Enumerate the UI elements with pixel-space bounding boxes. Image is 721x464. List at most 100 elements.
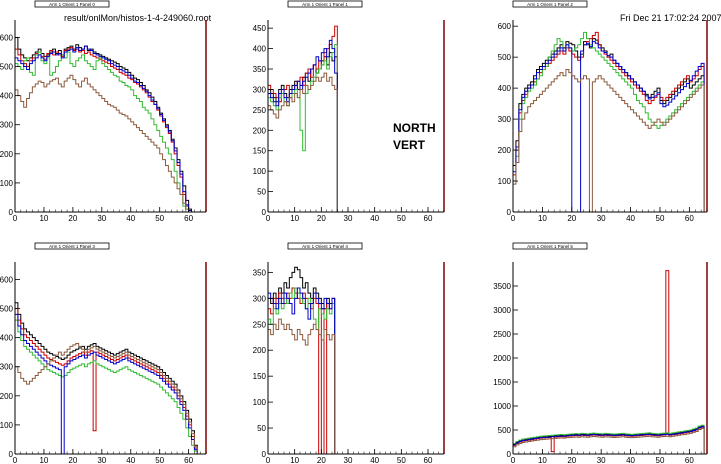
panel-title: Arm 1 Orient 1 Panel 3 [49,244,95,249]
panel-title-box [34,242,110,250]
panel-4: Arm 1 Orient 1 Panel 4 0 10 20 30 40 50 60 0 50 10… [253,242,445,464]
x-tick-label: 10 [538,214,547,223]
x-tick-label: 40 [626,214,635,223]
series-brown [512,69,707,213]
y-tick-label: 500 [0,305,14,314]
x-tick-label: 40 [126,214,135,223]
y-tick-label: 3500 [493,282,511,291]
y-tick-label: 300 [0,121,14,130]
y-tick-label: 400 [0,92,14,101]
y-tick-label: 200 [498,146,512,155]
x-tick-label: 10 [290,214,299,223]
series-black [267,266,338,455]
panel-3: Arm 1 Orient 1 Panel 30 10 20 30 40 50 6001002… [0,242,207,464]
series-brown [512,428,707,455]
x-tick-label: 30 [597,214,606,223]
y-tick-label: 100 [0,421,14,430]
x-tick-label: 10 [39,214,48,223]
y-tick-label: 0 [9,450,14,459]
y-tick-label: 300 [253,294,267,303]
x-tick-label: 0 [13,456,18,464]
panel-title-box [34,0,110,8]
x-tick-label: 40 [126,456,135,464]
x-tick-label: 10 [538,456,547,464]
series-brown [267,72,340,213]
y-tick-label: 0 [507,208,512,217]
panel-title: Arm 1 Orient 1 Panel 0 [49,2,95,7]
y-tick-label: 150 [253,147,267,156]
y-tick-label: 250 [253,320,267,329]
y-tick-label: 450 [253,24,267,33]
x-tick-label: 60 [685,456,694,464]
y-tick-label: 400 [0,334,14,343]
y-tick-label: 250 [253,106,267,115]
panel-title: Arm 1 Orient 1 Panel 1 [302,2,348,7]
y-tick-label: 0 [507,450,512,459]
y-tick-label: 100 [0,179,14,188]
x-tick-label: 0 [511,214,516,223]
x-tick-label: 30 [97,456,106,464]
y-tick-label: 350 [253,65,267,74]
y-tick-label: 600 [498,22,512,31]
y-tick-label: 200 [0,150,14,159]
series-blue [512,426,707,455]
panel-5: Arm 1 Orient 1 Panel 5 0 10 20 30 40 50 60 0 500 1… [493,242,708,464]
x-tick-label: 60 [184,456,193,464]
y-tick-label: 400 [498,84,512,93]
north-label: NORTH [393,121,436,135]
series-red [512,31,707,213]
y-tick-label: 500 [0,63,14,72]
x-tick-label: 20 [317,456,326,464]
x-tick-label: 50 [397,214,406,223]
x-tick-label: 30 [344,214,353,223]
series-green [267,44,340,213]
x-tick-label: 50 [656,214,665,223]
series-green [14,51,206,213]
y-tick-label: 500 [498,53,512,62]
y-tick-label: 350 [253,268,267,277]
y-tick-label: 200 [253,126,267,135]
y-tick-label: 3000 [493,306,511,315]
y-tick-label: 1000 [493,402,511,411]
x-tick-label: 60 [424,456,433,464]
x-tick-label: 10 [39,456,48,464]
x-tick-label: 10 [290,456,299,464]
x-tick-label: 20 [68,456,77,464]
y-tick-label: 300 [498,115,512,124]
y-tick-label: 600 [0,33,14,42]
x-tick-label: 30 [97,214,106,223]
y-tick-label: 1500 [493,378,511,387]
y-tick-label: 300 [0,363,14,372]
panel-title-box [512,0,588,8]
y-tick-label: 0 [262,450,267,459]
series-blue [14,45,206,213]
y-tick-label: 100 [253,398,267,407]
file-path-label: result/onlMon/histos-1-4-249060.root [64,13,212,23]
panel-title: Arm 1 Orient 1 Panel 2 [527,2,573,7]
x-tick-label: 20 [567,456,576,464]
y-tick-label: 50 [257,188,266,197]
y-tick-label: 300 [253,85,267,94]
x-tick-label: 20 [567,214,576,223]
series-brown [267,318,338,455]
y-tick-label: 500 [498,426,512,435]
series-blue [512,41,707,213]
x-tick-label: 40 [370,456,379,464]
x-tick-label: 0 [266,456,271,464]
x-tick-label: 20 [68,214,77,223]
y-tick-label: 0 [262,208,267,217]
x-tick-label: 50 [155,214,164,223]
x-tick-label: 50 [656,456,665,464]
series-blue [14,313,206,455]
y-tick-label: 400 [253,45,267,54]
timestamp-label: Fri Dec 21 17:02:24 2007 [620,13,721,23]
panel-0: Arm 1 Orient 1 Panel 0 0 10 20 30 40 50 600 100 2… [0,0,207,223]
x-tick-label: 0 [13,214,18,223]
y-tick-label: 200 [253,346,267,355]
y-tick-label: 2500 [493,330,511,339]
y-tick-label: 100 [253,167,267,176]
series-red [512,270,707,455]
x-tick-label: 40 [626,456,635,464]
y-tick-label: 100 [498,177,512,186]
